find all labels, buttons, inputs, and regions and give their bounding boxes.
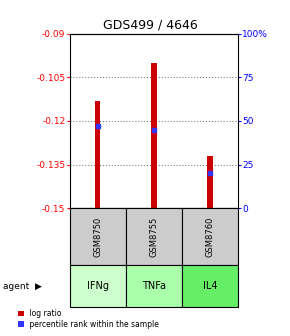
Text: IFNg: IFNg: [87, 282, 109, 291]
Text: agent  ▶: agent ▶: [3, 282, 42, 291]
Text: GSM8755: GSM8755: [149, 217, 158, 257]
Text: GSM8760: GSM8760: [205, 217, 214, 257]
Bar: [70, 208, 126, 265]
Bar: [182, 208, 238, 265]
Bar: [126, 208, 182, 265]
Text: GDS499 / 4646: GDS499 / 4646: [104, 19, 198, 32]
Text: IL4: IL4: [202, 282, 217, 291]
Text: TNFa: TNFa: [142, 282, 166, 291]
Text: GSM8750: GSM8750: [93, 217, 102, 257]
Bar: [95, 100, 100, 208]
Bar: [207, 156, 213, 208]
Bar: [182, 265, 238, 307]
Bar: [70, 265, 126, 307]
Bar: [151, 63, 157, 208]
Bar: [126, 265, 182, 307]
Legend:  log ratio,  percentile rank within the sample: log ratio, percentile rank within the sa…: [18, 309, 159, 329]
